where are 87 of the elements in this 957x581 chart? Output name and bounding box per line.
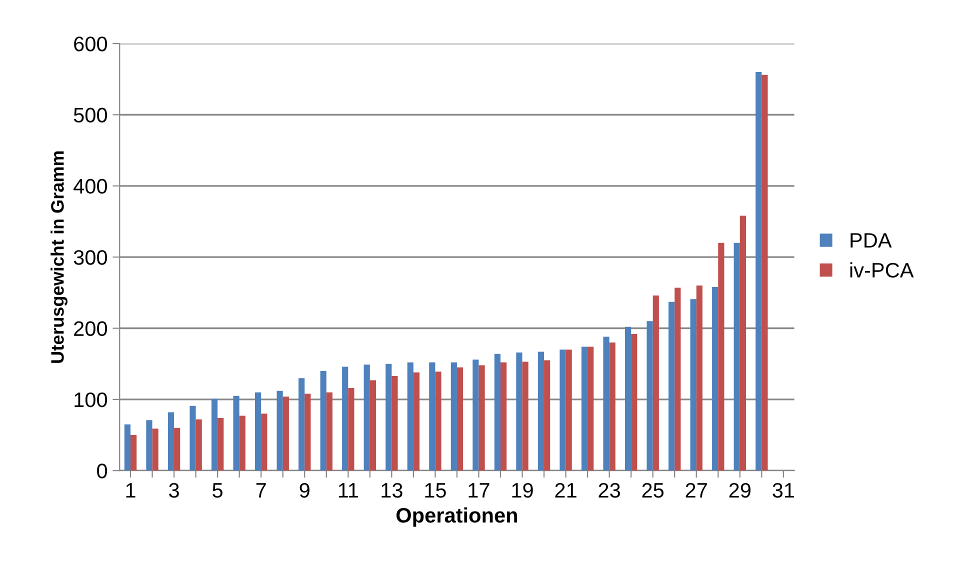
y-tick-label: 600 bbox=[74, 36, 108, 52]
bar bbox=[652, 296, 659, 471]
bar bbox=[544, 360, 550, 471]
legend-label: PDA bbox=[850, 233, 892, 248]
x-tick-label: 21 bbox=[555, 482, 576, 498]
bar bbox=[364, 364, 370, 471]
x-tick-label: 15 bbox=[425, 483, 446, 498]
bar bbox=[342, 366, 348, 471]
bar bbox=[668, 302, 675, 471]
bar bbox=[756, 72, 762, 471]
y-axis-title: Uterusgewicht in Gramm bbox=[50, 151, 68, 363]
bar bbox=[734, 242, 740, 471]
bar bbox=[233, 396, 240, 471]
legend-label: iv-PCA bbox=[850, 262, 914, 278]
x-tick-label: 9 bbox=[300, 482, 310, 498]
x-tick-label: 3 bbox=[169, 482, 179, 498]
bar bbox=[413, 372, 420, 471]
bar bbox=[392, 376, 398, 471]
y-tick-label: 200 bbox=[74, 321, 108, 336]
bar bbox=[298, 378, 305, 471]
bar bbox=[146, 420, 152, 471]
bar bbox=[239, 416, 246, 471]
bar bbox=[712, 286, 718, 471]
bar bbox=[696, 286, 702, 471]
bar bbox=[320, 370, 326, 471]
bar bbox=[407, 362, 414, 471]
x-tick-label: 19 bbox=[512, 482, 533, 498]
bar bbox=[190, 406, 196, 471]
x-tick-label: 17 bbox=[468, 483, 490, 498]
bar bbox=[348, 388, 354, 471]
bar bbox=[386, 364, 392, 471]
bar bbox=[276, 390, 283, 471]
x-axis-title: Operationen bbox=[396, 507, 518, 527]
bar bbox=[762, 74, 768, 471]
bar bbox=[218, 418, 224, 471]
bar bbox=[690, 299, 696, 471]
bar bbox=[522, 362, 528, 471]
x-tick-label: 23 bbox=[598, 482, 620, 498]
bar bbox=[718, 242, 724, 471]
x-tick-label: 5 bbox=[212, 483, 222, 498]
bar bbox=[588, 346, 594, 471]
bar bbox=[494, 354, 500, 471]
bar bbox=[254, 392, 262, 471]
bar bbox=[624, 326, 632, 471]
bar bbox=[211, 398, 218, 471]
bar bbox=[196, 419, 202, 471]
bar bbox=[566, 350, 572, 471]
bar bbox=[603, 336, 610, 471]
bar bbox=[646, 321, 653, 471]
x-tick-label: 27 bbox=[686, 482, 707, 498]
bar bbox=[516, 352, 522, 471]
y-tick-label: 500 bbox=[74, 108, 108, 122]
bar bbox=[261, 414, 268, 471]
y-tick-label: 100 bbox=[74, 392, 108, 408]
y-tick-label: 0 bbox=[97, 464, 108, 478]
bar bbox=[456, 367, 464, 471]
bar bbox=[609, 342, 616, 471]
bar bbox=[674, 288, 681, 471]
bar bbox=[429, 362, 436, 471]
x-tick-label: 13 bbox=[382, 482, 402, 498]
bar bbox=[124, 424, 131, 471]
bar bbox=[740, 216, 746, 471]
bar bbox=[326, 392, 332, 471]
bar bbox=[152, 428, 158, 471]
y-tick-label: 300 bbox=[74, 250, 108, 265]
bar bbox=[500, 362, 507, 471]
bar bbox=[538, 352, 544, 471]
bar bbox=[450, 362, 457, 471]
x-tick-label: 29 bbox=[729, 482, 750, 498]
bar bbox=[472, 360, 479, 471]
bar bbox=[370, 380, 376, 471]
x-tick-label: 31 bbox=[772, 482, 794, 498]
x-tick-label: 11 bbox=[338, 483, 358, 498]
bar bbox=[631, 334, 638, 471]
bar bbox=[435, 372, 442, 471]
y-tick-label: 400 bbox=[74, 178, 108, 194]
x-tick-label: 1 bbox=[126, 483, 136, 498]
bar bbox=[304, 394, 311, 471]
bar bbox=[560, 350, 566, 471]
bar bbox=[168, 412, 174, 471]
bar bbox=[478, 365, 485, 471]
bar bbox=[130, 435, 137, 471]
bar bbox=[282, 396, 289, 471]
x-tick-label: 7 bbox=[256, 483, 266, 498]
bar bbox=[581, 346, 588, 471]
bar bbox=[174, 428, 180, 471]
x-tick-label: 25 bbox=[642, 482, 664, 498]
